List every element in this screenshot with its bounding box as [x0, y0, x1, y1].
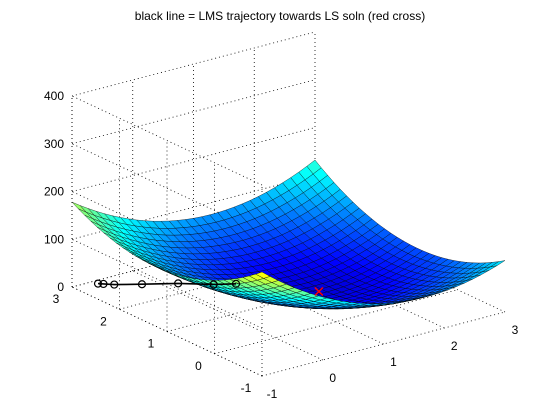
x-tick-label: 1	[390, 355, 397, 369]
trajectory-point	[99, 279, 108, 289]
surface-patch	[490, 260, 506, 267]
floor-grid-line	[132, 270, 323, 361]
lms-trajectory	[93, 279, 324, 297]
ls-solution-cross	[314, 286, 324, 297]
z-tick-label: 100	[44, 232, 64, 246]
trajectory-point	[110, 280, 119, 289]
wall-grid-line	[71, 143, 263, 234]
y-tick-label: 3	[53, 292, 60, 306]
x-tick-label: -1	[267, 387, 278, 401]
wall-grid-line	[71, 95, 263, 186]
y-tick-label: 0	[195, 359, 202, 373]
trajectory-point	[93, 279, 103, 288]
x-tick-label: 3	[512, 323, 519, 337]
trajectory-point	[137, 280, 147, 289]
wall-grid-line	[71, 286, 263, 377]
z-tick-label: 200	[44, 185, 64, 199]
x-tick-label: 0	[329, 371, 336, 385]
x-tick-label: 2	[451, 339, 458, 353]
z-tick-label: 400	[44, 89, 64, 103]
trajectory-point	[231, 279, 241, 288]
trajectory-point	[209, 280, 218, 289]
trajectory-point	[174, 279, 183, 288]
y-tick-label: -1	[241, 381, 252, 395]
y-tick-label: 1	[148, 337, 155, 351]
z-tick-label: 0	[57, 280, 64, 294]
z-tick-label: 300	[44, 137, 64, 151]
wall-grid-line	[71, 127, 316, 192]
trajectory-line	[97, 282, 237, 286]
surface-mesh	[71, 159, 506, 310]
y-tick-label: 2	[100, 314, 107, 328]
chart-title: black line = LMS trajectory towards LS s…	[135, 9, 425, 23]
